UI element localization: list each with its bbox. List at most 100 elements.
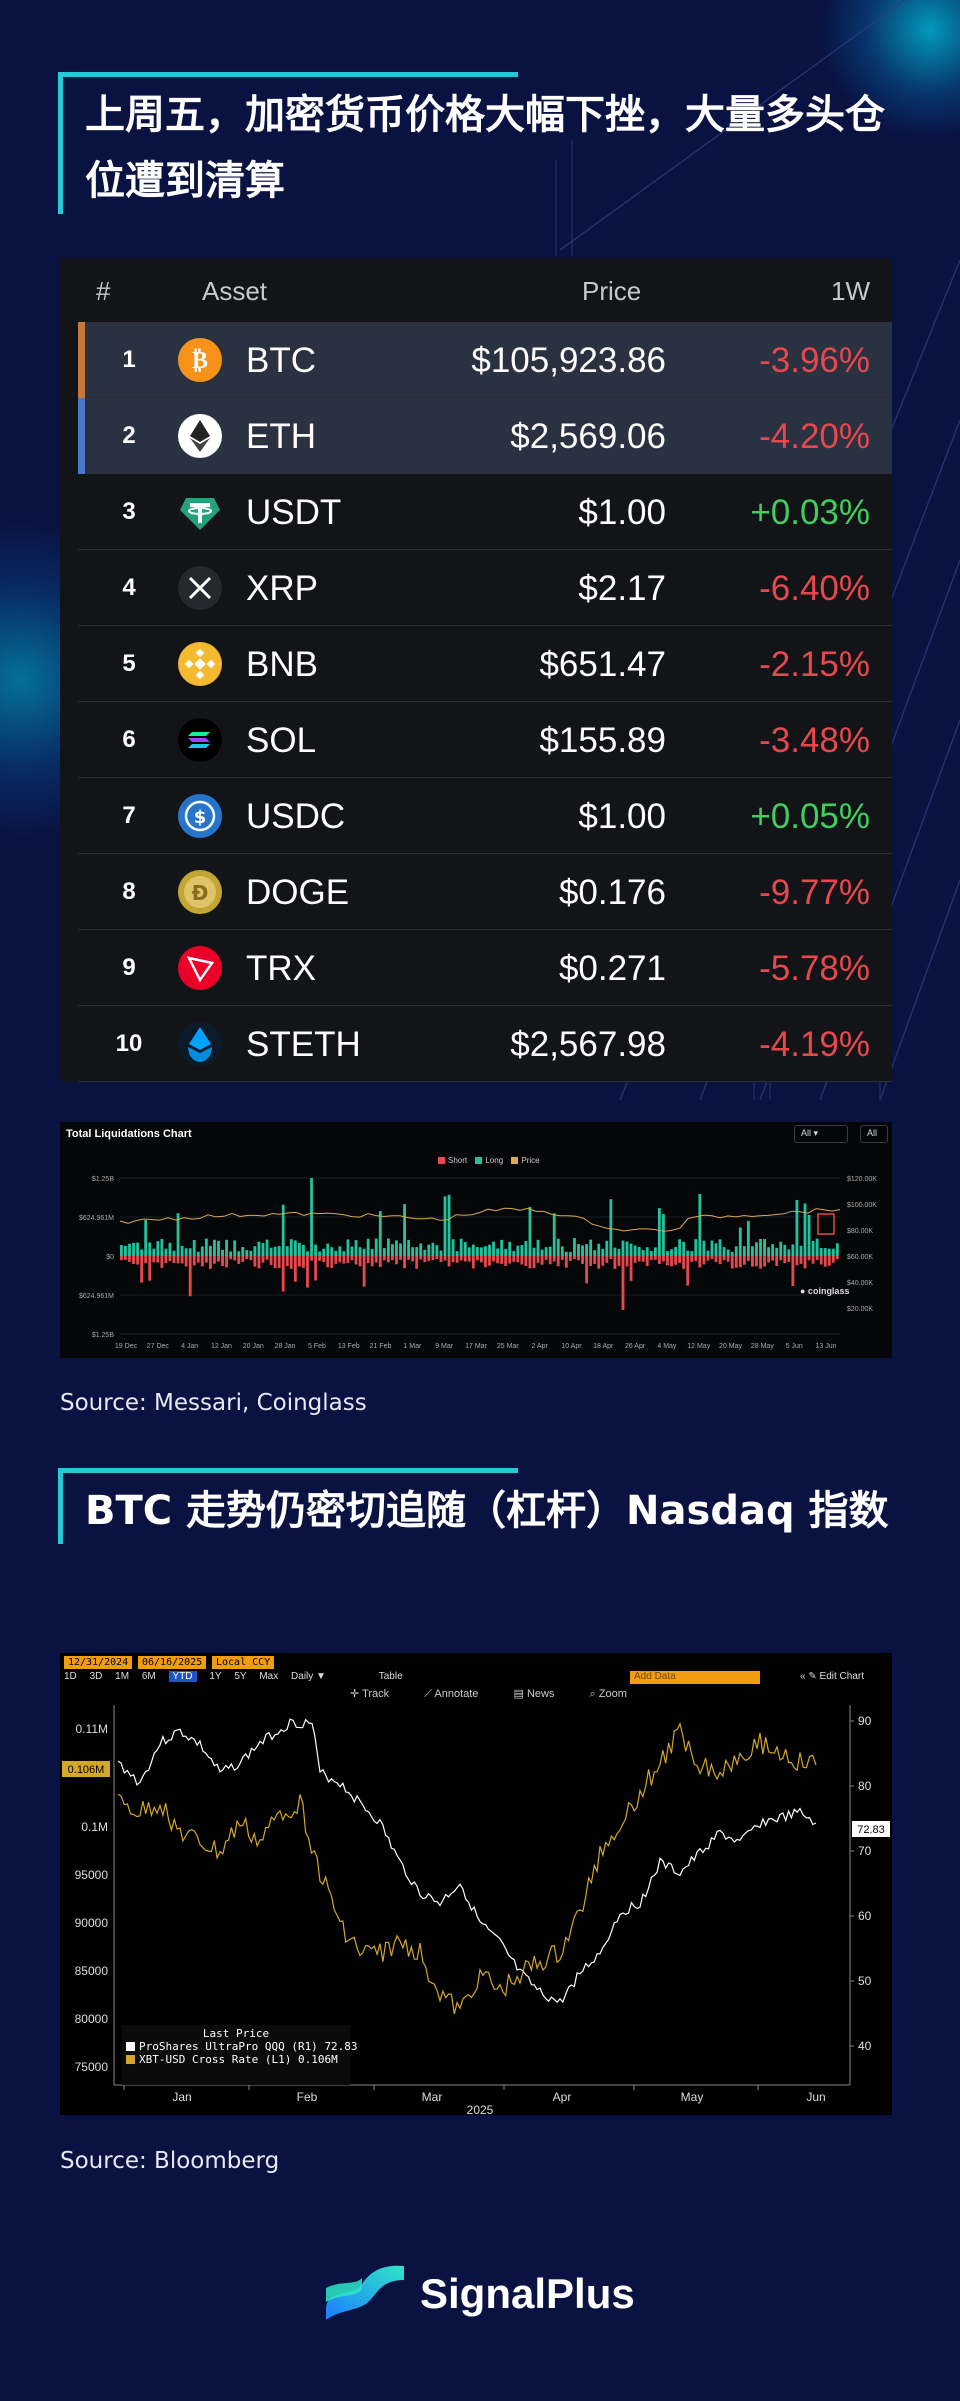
liq-short-bar	[120, 1256, 123, 1261]
header-rank: #	[96, 276, 111, 306]
table-button[interactable]: Table	[378, 1671, 403, 1682]
liq-long-bar	[480, 1247, 483, 1256]
period-1y[interactable]: 1Y	[209, 1671, 222, 1682]
liq-x-label: 20 Jan	[243, 1343, 264, 1350]
liq-short-bar	[633, 1256, 637, 1263]
add-data-field[interactable]: Add Data	[630, 1671, 760, 1684]
liq-short-bar	[763, 1256, 766, 1267]
liq-select-2[interactable]: All	[860, 1125, 888, 1143]
liq-long-bar	[552, 1213, 556, 1256]
liq-short-bar	[746, 1256, 750, 1261]
table-row[interactable]: 8 Ð DOGE $0.176 -9.77%	[78, 854, 892, 930]
row-price: $2,569.06	[510, 417, 666, 456]
liq-x-label: 13 Jun	[815, 1343, 836, 1350]
liq-long-bar	[358, 1247, 362, 1256]
liq-long-bar	[730, 1251, 734, 1256]
liq-x-label: 19 Dec	[115, 1343, 138, 1350]
liq-short-bar	[423, 1256, 427, 1263]
liq-long-bar	[532, 1247, 536, 1256]
liq-short-bar	[382, 1256, 386, 1261]
liq-long-bar	[613, 1247, 617, 1256]
liq-select-1[interactable]: All ▾	[794, 1125, 848, 1143]
liq-long-bar	[755, 1242, 758, 1256]
liq-short-bar	[293, 1256, 297, 1282]
liq-long-bar	[799, 1245, 803, 1256]
liq-long-bar	[811, 1240, 815, 1256]
table-row[interactable]: 2 ETH $2,569.06 -4.20%	[78, 398, 892, 474]
liq-x-label: 10 Apr	[561, 1343, 582, 1350]
period-1m[interactable]: 1M	[115, 1671, 130, 1682]
bb-left-tick: 75000	[75, 2060, 109, 2074]
liq-long-bar	[273, 1246, 277, 1256]
svg-text:$: $	[194, 807, 207, 828]
header-price: Price	[582, 276, 642, 306]
period-5y[interactable]: 5Y	[234, 1671, 247, 1682]
liq-short-bar	[257, 1256, 261, 1269]
liq-short-bar	[245, 1256, 249, 1260]
liq-long-bar	[144, 1220, 148, 1256]
liq-x-label: 12 Jan	[211, 1343, 232, 1350]
liq-short-bar	[662, 1256, 665, 1262]
liq-long-bar	[520, 1245, 524, 1256]
period-ytd[interactable]: YTD	[168, 1671, 197, 1682]
liq-x-label: 25 Mar	[497, 1343, 519, 1350]
liq-short-bar	[484, 1256, 487, 1268]
liq-short-bar	[297, 1256, 301, 1267]
period-1d[interactable]: 1D	[64, 1671, 77, 1682]
table-row[interactable]: 1 ₿ BTC $105,923.86 -3.96%	[78, 322, 892, 398]
liq-short-bar	[386, 1256, 390, 1263]
liq-long-bar	[184, 1248, 188, 1256]
liq-long-bar	[742, 1246, 746, 1256]
liq-short-bar	[767, 1256, 771, 1263]
liq-long-bar	[678, 1239, 682, 1256]
bb-chart-plot: 0.11M 0.1M 95000 90000 85000 80000 75000 90 80 70…	[62, 1705, 890, 2115]
period-6m[interactable]: 6M	[141, 1671, 156, 1682]
table-row[interactable]: 4 XRP $2.17 -6.40%	[78, 550, 892, 626]
liq-highlight-box	[817, 1213, 835, 1235]
row-rank: 9	[122, 954, 136, 981]
bnb-icon	[178, 642, 222, 686]
period-max[interactable]: Max	[259, 1671, 279, 1682]
table-row[interactable]: 5 BNB $651.47 -2.15%	[78, 626, 892, 702]
heading-title-2: BTC 走势仍密切追随（杠杆）Nasdaq 指数	[85, 1488, 889, 1534]
table-row[interactable]: 7 $ USDC $1.00 +0.05%	[78, 778, 892, 854]
bb-qqq-line	[117, 1718, 817, 2004]
liq-short-bar	[427, 1256, 431, 1262]
liq-long-bar	[544, 1247, 548, 1256]
ethereum-icon	[178, 414, 222, 458]
liq-short-bar	[508, 1256, 512, 1264]
frequency-select[interactable]: Daily ▼	[291, 1671, 326, 1682]
tron-icon	[178, 946, 222, 990]
liq-right-tick: $100.00K	[847, 1202, 877, 1209]
liq-long-bar	[366, 1238, 370, 1256]
liq-long-bar	[779, 1241, 783, 1256]
currency-select[interactable]: Local CCY	[212, 1656, 275, 1669]
header-asset: Asset	[202, 276, 268, 306]
table-row[interactable]: 3 USDT $1.00 +0.03%	[78, 474, 892, 550]
table-row[interactable]: 6 SOL $155.89 -3.48%	[78, 702, 892, 778]
liq-short-bar	[144, 1256, 148, 1264]
liq-short-bar	[419, 1256, 423, 1260]
row-rank: 4	[122, 574, 136, 601]
liq-long-bar	[662, 1214, 665, 1256]
news-tool[interactable]: ▤ News	[513, 1688, 555, 1700]
liq-short-bar	[714, 1256, 718, 1263]
annotate-tool[interactable]: ⟋ Annotate	[424, 1688, 479, 1700]
liq-left-tick: $624.961M	[79, 1293, 114, 1300]
date-to-field[interactable]: 06/16/2025	[138, 1656, 207, 1669]
bb-right-tick: 80	[858, 1779, 872, 1793]
edit-chart-button[interactable]: « ✎ Edit Chart	[800, 1671, 864, 1682]
table-row[interactable]: 10 STETH $2,567.98 -4.19%	[78, 1006, 892, 1082]
liq-long-bar	[496, 1248, 500, 1256]
period-3d[interactable]: 3D	[89, 1671, 103, 1682]
liq-long-bar	[488, 1244, 491, 1256]
liq-short-bar	[532, 1256, 536, 1269]
date-from-field[interactable]: 12/31/2024	[64, 1656, 133, 1669]
track-tool[interactable]: ✛ Track	[350, 1688, 390, 1700]
liq-short-bar	[577, 1256, 580, 1261]
liq-short-bar	[641, 1256, 645, 1262]
liq-x-label: 28 May	[751, 1343, 774, 1350]
table-row[interactable]: 9 TRX $0.271 -5.78%	[78, 930, 892, 1006]
liq-x-label: 13 Feb	[338, 1343, 360, 1350]
zoom-tool[interactable]: ⌕ Zoom	[589, 1688, 627, 1700]
